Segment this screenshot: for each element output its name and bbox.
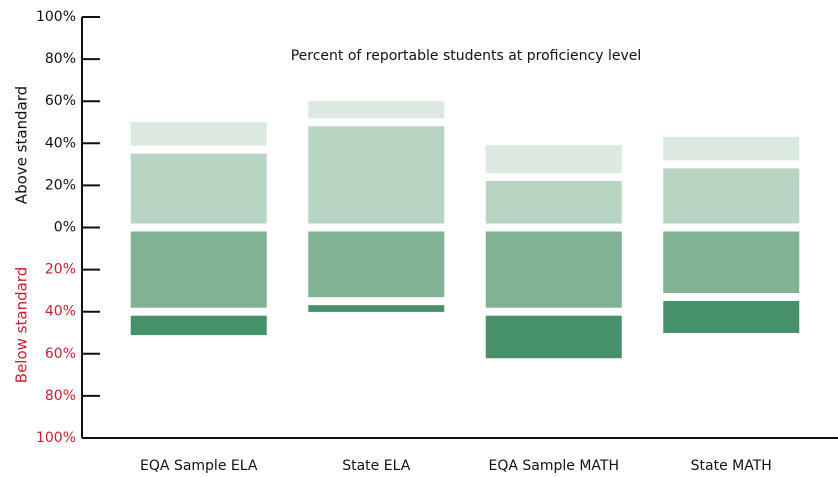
y-tick-label: 20%: [45, 177, 76, 193]
chart-title: Percent of reportable students at profic…: [291, 48, 642, 64]
bar-segment: [130, 153, 267, 224]
bar-segment: [308, 305, 445, 312]
y-tick-label: 100%: [36, 430, 76, 446]
bar-segment: [130, 315, 267, 336]
y-label-above: Above standard: [13, 86, 31, 204]
y-tick-label: 80%: [45, 388, 76, 404]
bar-segment: [485, 145, 622, 173]
y-tick-label: 60%: [45, 93, 76, 109]
x-tick-label: EQA Sample MATH: [489, 458, 619, 474]
bar-segment: [485, 231, 622, 308]
y-tick-label: 80%: [45, 51, 76, 67]
bar-segment: [663, 136, 800, 161]
y-tick-label: 0%: [54, 220, 76, 236]
bar-segment: [485, 315, 622, 359]
bar-segment: [130, 231, 267, 308]
bar-segment: [663, 168, 800, 224]
x-tick-label: EQA Sample ELA: [140, 458, 258, 474]
bar-segment: [485, 180, 622, 224]
y-tick-label: 20%: [45, 262, 76, 278]
bar-segment: [663, 300, 800, 333]
bar-segment: [308, 231, 445, 298]
y-tick-label: 40%: [45, 135, 76, 151]
y-tick-label: 100%: [36, 9, 76, 25]
bar-segment: [308, 100, 445, 119]
x-tick-label: State MATH: [691, 458, 772, 474]
bar-segment: [308, 126, 445, 224]
bar-segment: [663, 231, 800, 293]
y-label-below: Below standard: [13, 267, 31, 383]
y-tick-label: 60%: [45, 346, 76, 362]
y-tick-label: 40%: [45, 304, 76, 320]
x-tick-label: State ELA: [342, 458, 410, 474]
bar-segment: [130, 122, 267, 146]
